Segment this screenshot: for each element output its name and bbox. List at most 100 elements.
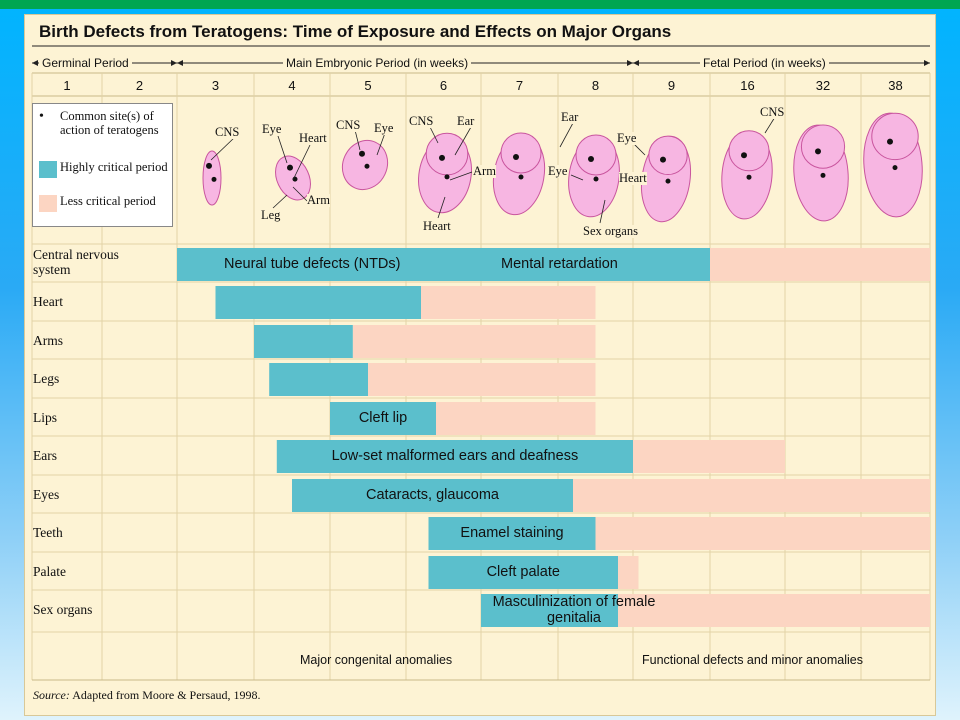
row-label-4: Lips	[33, 410, 58, 425]
bar-label-0: Neural tube defects (NTDs)	[224, 256, 401, 272]
row-label-0: Central nervous system	[33, 247, 119, 277]
week-7: 7	[515, 78, 524, 93]
embryo-site-dot-7	[741, 152, 747, 159]
highly-critical-bar-4	[330, 402, 436, 435]
embryo-site-dot-b-3	[444, 174, 450, 180]
week-9: 9	[667, 78, 676, 93]
week-4: 4	[288, 78, 296, 93]
organ-label-leg-4: Leg	[261, 208, 281, 222]
embryo-site-dot-b-6	[665, 178, 671, 184]
source-prefix: Source:	[33, 688, 70, 702]
germinal-period-label: Germinal Period	[39, 56, 132, 70]
leader-line-4	[292, 186, 308, 202]
week-8: 8	[591, 78, 600, 93]
organ-label-eye-9: Eye	[617, 131, 637, 145]
highly-critical-bar-6	[292, 479, 573, 512]
less-critical-bar-3	[368, 363, 596, 396]
week-3: 3	[211, 78, 220, 93]
less-critical-bar-4	[436, 402, 596, 435]
embryo-site-dot-b-4	[518, 174, 524, 180]
organ-label-eye-5: Eye	[374, 121, 394, 135]
organ-label-cns-3: CNS	[215, 125, 240, 139]
row-label-2: Arms	[33, 333, 63, 348]
embryo-head-5	[575, 134, 617, 176]
organ-label-sex-organs: Sex organs	[583, 224, 638, 238]
leader-line-10	[437, 196, 446, 219]
organ-label-heart-9: Heart	[619, 171, 647, 185]
row-label-7: Teeth	[33, 525, 63, 540]
bar-label-0-secondary: Mental retardation	[501, 256, 618, 272]
week-32: 32	[815, 78, 831, 93]
bar-label-8: Cleft palate	[486, 564, 560, 580]
legend-site: Common site(s) of action of teratogens	[60, 109, 159, 137]
footer-major-anomalies: Major congenital anomalies	[300, 653, 453, 667]
source-note: Source: Adapted from Moore & Persaud, 19…	[33, 688, 261, 703]
highly-critical-bar-1	[215, 286, 421, 319]
leader-line-8	[454, 126, 472, 156]
embryo-site-dot-6	[660, 156, 666, 163]
bar-label-9: Masculinization of female genitalia	[492, 594, 656, 626]
less-critical-bar-5	[633, 440, 785, 473]
row-label-5: Ears	[33, 448, 57, 463]
period-arrowhead-0	[171, 60, 177, 66]
embryo-site-dot-3	[439, 154, 445, 161]
week-5: 5	[364, 78, 372, 93]
dot-icon: •	[39, 109, 44, 124]
embryo-site-dot-4	[513, 154, 519, 160]
embryo-site-dot-b-9	[892, 165, 898, 171]
less-critical-bar-2	[352, 325, 596, 358]
chart-canvas	[31, 45, 931, 681]
organ-label-ear-6: Ear	[457, 114, 475, 128]
organ-label-arm-6: Arm	[473, 164, 496, 178]
less-critical-bar-1	[421, 286, 596, 319]
leader-line-9	[449, 171, 473, 181]
week-16: 16	[740, 78, 755, 93]
row-label-9: Sex organs	[33, 602, 93, 617]
embryo-site-dot-b-5	[593, 176, 599, 182]
chart-panel: Birth Defects from Teratogens: Time of E…	[24, 14, 936, 716]
leader-line-6	[376, 132, 386, 156]
period-arrowhead-5	[32, 60, 38, 66]
period-arrowhead-4	[633, 60, 639, 66]
bar-label-6: Cataracts, glaucoma	[366, 487, 499, 503]
legend: • Common site(s) of action of teratogens…	[32, 103, 173, 227]
leader-line-11	[559, 122, 574, 148]
less-critical-bar-7	[595, 517, 930, 550]
leader-line-16	[764, 116, 776, 134]
bar-label-4: Cleft lip	[358, 410, 408, 426]
embryo-head-6	[648, 135, 688, 176]
week-38: 38	[888, 78, 903, 93]
highly-critical-bar-8	[428, 556, 618, 589]
embryo-site-dot-b-8	[820, 172, 826, 178]
leader-line-7	[429, 126, 439, 144]
embryo-head-8	[800, 124, 846, 169]
week-2: 2	[135, 78, 144, 93]
embryo-site-dot-9	[887, 138, 893, 145]
organ-label-arm-4: Arm	[307, 193, 330, 207]
source-text: Adapted from Moore & Persaud, 1998.	[72, 688, 261, 702]
embryo-site-dot-2	[359, 150, 365, 157]
legend-less: Less critical period	[60, 194, 156, 208]
leader-line-1	[276, 132, 288, 164]
less-critical-bar-6	[573, 479, 930, 512]
period-arrowhead-1	[627, 60, 633, 66]
legend-highly: Highly critical period	[60, 160, 168, 174]
embryo-site-dot-b-7	[746, 174, 752, 180]
less-critical-bar-9	[618, 594, 930, 627]
embryo-head-9	[871, 112, 919, 161]
embryo-site-dot-5	[588, 156, 594, 162]
less-critical-bar-8	[618, 556, 639, 589]
organ-label-heart-4: Heart	[299, 131, 327, 145]
organ-label-cns-5: CNS	[336, 118, 361, 132]
embryo-head-3	[425, 132, 469, 176]
row-label-6: Eyes	[33, 487, 60, 502]
leader-line-2	[292, 144, 311, 181]
leader-line-12	[570, 174, 584, 181]
organ-label-ear-8: Ear	[561, 110, 579, 124]
period-arrowhead-2	[924, 60, 930, 66]
highly-critical-bar-0	[177, 248, 710, 281]
embryo-site-dot-1	[287, 164, 293, 171]
bar-label-5: Low-set malformed ears and deafness	[331, 448, 579, 464]
embryo-head-4	[500, 132, 542, 174]
embryo-site-dot-b-2	[364, 163, 370, 169]
